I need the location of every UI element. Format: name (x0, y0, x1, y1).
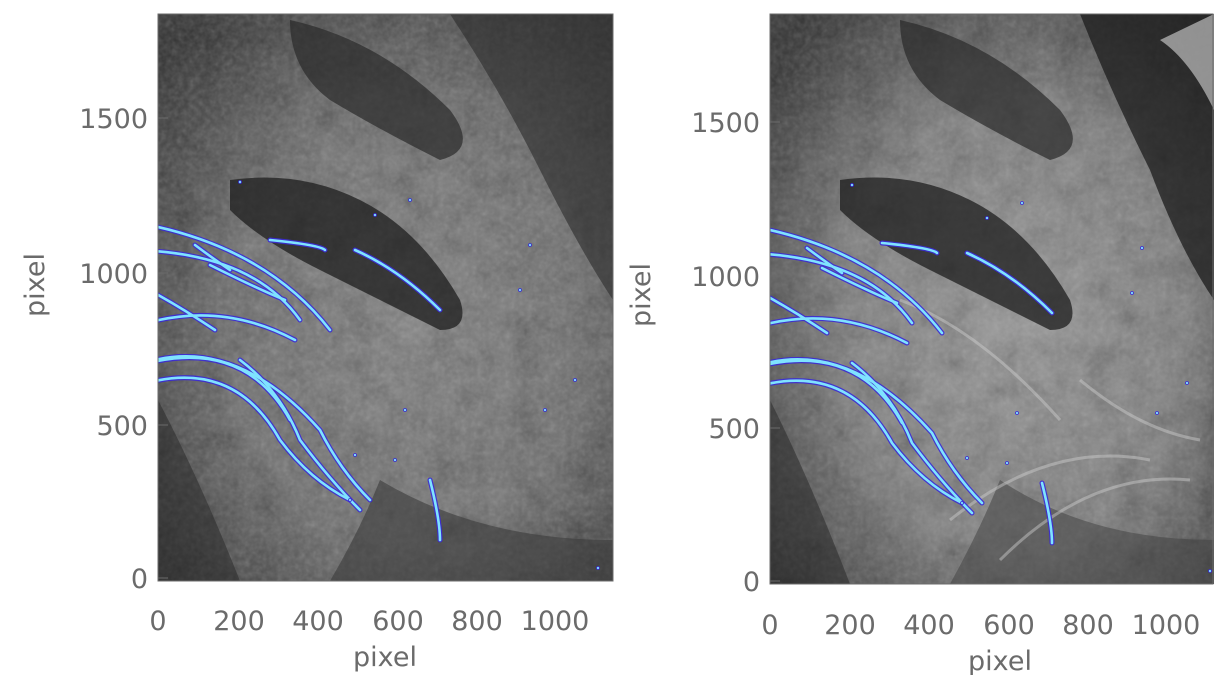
left-xtick-0: 0 (149, 606, 166, 637)
left-ytick-1500: 1500 (79, 104, 148, 135)
left-ytick-1000: 1000 (79, 259, 148, 290)
right-xtick-600: 600 (983, 610, 1035, 641)
left-xtick-800: 800 (451, 606, 503, 637)
left-yaxis-ticks (158, 117, 168, 579)
left-yaxis-label: pixel (20, 253, 51, 317)
left-panel: 0 500 1000 1500 0 200 400 600 800 1000 p… (20, 13, 614, 673)
right-yaxis-label: pixel (626, 263, 657, 327)
left-xaxis-label: pixel (353, 642, 417, 673)
left-satellite-image (158, 14, 613, 581)
right-panel: 0 500 1000 1500 0 200 400 600 800 1000 p… (626, 13, 1214, 675)
left-plot-frame (157, 13, 614, 582)
right-xtick-800: 800 (1062, 610, 1114, 641)
left-xtick-200: 200 (213, 606, 265, 637)
left-xtick-1000: 1000 (521, 606, 590, 637)
right-satellite-image (770, 14, 1214, 584)
left-xtick-600: 600 (372, 606, 424, 637)
left-ytick-0: 0 (131, 564, 148, 595)
right-plot-frame (769, 13, 1214, 585)
right-xtick-0: 0 (761, 610, 778, 641)
right-ytick-1000: 1000 (691, 262, 760, 293)
right-xtick-400: 400 (903, 610, 955, 641)
right-xaxis-label: pixel (968, 646, 1032, 675)
right-xtick-200: 200 (824, 610, 876, 641)
left-ytick-500: 500 (96, 411, 148, 442)
right-ytick-500: 500 (708, 414, 760, 445)
right-yaxis-ticks (770, 121, 780, 582)
right-xtick-1000: 1000 (1132, 610, 1201, 641)
left-xtick-400: 400 (292, 606, 344, 637)
right-ytick-0: 0 (743, 567, 760, 598)
right-ytick-1500: 1500 (691, 108, 760, 139)
